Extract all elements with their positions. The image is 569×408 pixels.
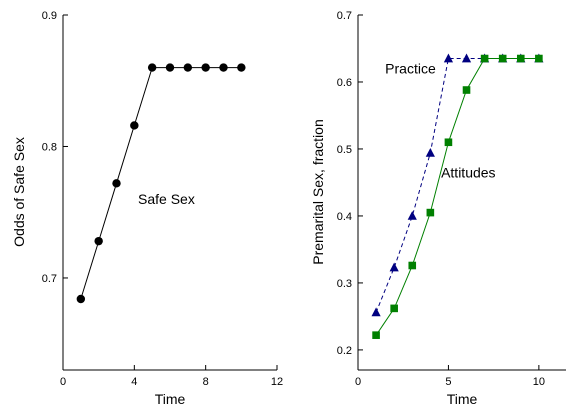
attitudes-point xyxy=(480,54,489,63)
chart-1-y-tick-label: 0.4 xyxy=(337,211,352,223)
right-annotations: Practice Attitudes xyxy=(385,61,495,181)
practice-point xyxy=(443,53,454,63)
left-annotations: Safe Sex xyxy=(138,191,195,207)
practice-point xyxy=(425,147,435,157)
right-series-markers xyxy=(371,53,544,339)
chart-0-x-tick-label: 0 xyxy=(60,376,66,388)
safe-sex-point xyxy=(130,121,139,130)
safe-sex-line xyxy=(80,67,242,300)
annotation-attitudes: Attitudes xyxy=(441,164,495,180)
chart-1-y-tick-label: 0.5 xyxy=(337,144,352,156)
safe-sex-point xyxy=(76,294,86,304)
left-x-axis-title: Time xyxy=(155,391,186,407)
chart-1-x-tick-label: 10 xyxy=(533,376,545,388)
chart-0-y-tick-label: 0.7 xyxy=(42,273,57,285)
chart-0-y-tick-label: 0.9 xyxy=(42,10,57,22)
practice-point xyxy=(389,262,399,272)
safe-sex-point xyxy=(183,63,193,72)
annotation-safe-sex: Safe Sex xyxy=(138,191,195,207)
safe-sex-point xyxy=(165,63,175,72)
attitudes-point xyxy=(390,304,398,313)
attitudes-point xyxy=(535,54,543,63)
chart-1-y-tick-label: 0.3 xyxy=(337,278,352,290)
chart-0-x-tick-label: 4 xyxy=(131,376,137,388)
attitudes-point xyxy=(516,54,525,63)
right-series-lines xyxy=(375,58,539,336)
right-ticks: 0 5 10 0.2 0.3 0.4 0.5 0.6 0.7 xyxy=(337,10,545,388)
practice-point xyxy=(407,210,417,220)
left-ticks: 0 4 8 12 0.7 0.8 0.9 xyxy=(42,10,283,388)
attitudes-point xyxy=(426,208,435,217)
attitudes-point xyxy=(498,54,507,63)
safe-sex-point xyxy=(94,236,103,246)
attitudes-point xyxy=(408,261,417,270)
left-series-markers xyxy=(76,63,246,304)
right-x-axis-title: Time xyxy=(447,391,478,407)
practice-point xyxy=(461,53,472,63)
left-series-lines xyxy=(80,67,242,300)
attitudes-point xyxy=(462,86,471,94)
safe-sex-point xyxy=(112,179,121,188)
safe-sex-point xyxy=(201,63,210,72)
attitudes-point xyxy=(444,138,453,147)
chart-1-x-tick-label: 5 xyxy=(445,376,451,388)
practice-line xyxy=(375,58,539,313)
chart-premarital-sex: 0 5 10 0.2 0.3 0.4 0.5 0.6 0.7 Practice Attitudes… xyxy=(310,10,566,407)
chart-1-y-tick-label: 0.7 xyxy=(337,10,352,22)
left-y-axis-title: Odds of Safe Sex xyxy=(11,137,27,247)
safe-sex-point xyxy=(147,63,157,72)
chart-1-y-tick-label: 0.6 xyxy=(337,77,352,89)
chart-0-y-tick-label: 0.8 xyxy=(42,141,57,153)
chart-0-x-tick-label: 12 xyxy=(271,376,283,388)
chart-1-y-tick-label: 0.2 xyxy=(337,345,352,357)
safe-sex-point xyxy=(219,63,228,72)
chart-safe-sex: 0 4 8 12 0.7 0.8 0.9 Safe Sex Time Odds of Saf… xyxy=(11,10,283,407)
chart-1-x-tick-label: 0 xyxy=(355,376,361,388)
safe-sex-point xyxy=(237,63,246,72)
attitudes-point xyxy=(372,331,380,339)
annotation-practice: Practice xyxy=(385,61,436,77)
practice-point xyxy=(371,307,381,317)
right-y-axis-title: Premarital Sex, fraction xyxy=(310,119,326,265)
attitudes-line xyxy=(375,58,539,336)
chart-0-x-tick-label: 8 xyxy=(203,376,209,388)
